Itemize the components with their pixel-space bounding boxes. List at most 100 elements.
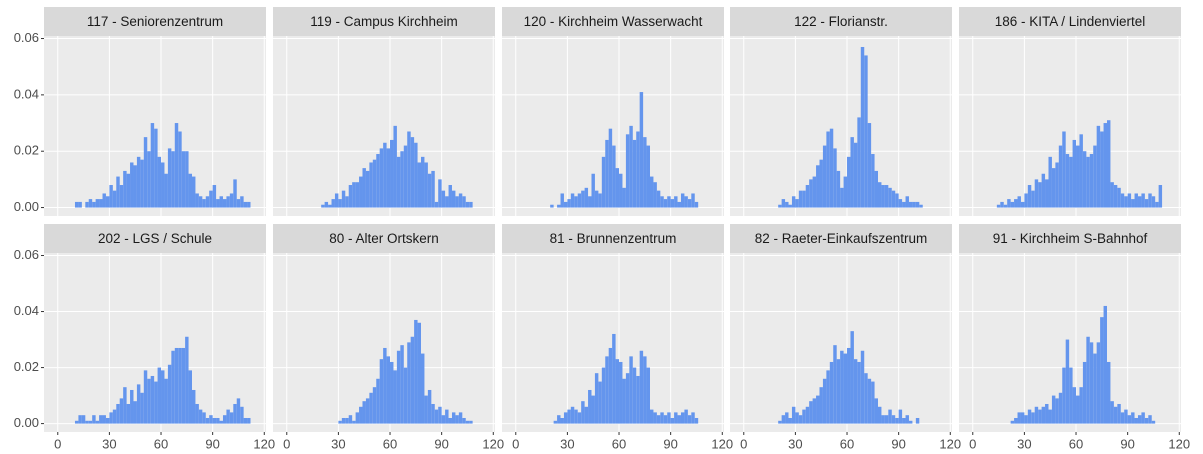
bar <box>123 387 127 424</box>
bar <box>164 378 168 424</box>
bar <box>386 148 391 208</box>
bar <box>805 185 810 208</box>
bar <box>78 415 82 424</box>
bar <box>334 193 339 208</box>
bar <box>198 196 203 208</box>
bar <box>567 409 571 424</box>
bar <box>694 201 699 208</box>
bar <box>1124 409 1128 424</box>
bar <box>584 406 589 424</box>
bar <box>605 356 609 424</box>
bar <box>1014 199 1018 208</box>
bar <box>1055 398 1059 424</box>
x-tick-label: 120 <box>253 436 275 451</box>
bar <box>140 159 144 208</box>
bar <box>1144 417 1149 424</box>
bar <box>355 182 360 208</box>
bar <box>448 185 452 208</box>
bar <box>376 378 380 424</box>
bar <box>393 370 397 424</box>
bar <box>458 412 463 424</box>
bar <box>341 190 346 208</box>
bar <box>853 359 858 424</box>
bar <box>601 156 606 208</box>
bar <box>622 187 626 208</box>
bar <box>1127 415 1132 424</box>
bar <box>109 185 113 208</box>
bar <box>684 196 688 208</box>
bar <box>1134 193 1138 208</box>
bar <box>434 201 439 208</box>
bar <box>1045 179 1049 208</box>
bar <box>687 199 692 208</box>
bar <box>891 190 896 208</box>
bar <box>888 409 892 424</box>
bar <box>240 196 244 208</box>
bar <box>1024 193 1028 208</box>
bar <box>414 142 418 208</box>
bar <box>219 420 223 424</box>
bar <box>1003 204 1008 208</box>
bar <box>785 412 789 424</box>
bar <box>205 196 210 208</box>
bar <box>348 185 353 208</box>
bar <box>812 398 817 424</box>
x-tick-label: 30 <box>331 436 345 451</box>
x-tick-label: 60 <box>1069 436 1083 451</box>
bar <box>92 415 96 424</box>
bar <box>663 199 668 208</box>
bar <box>867 378 872 424</box>
bar <box>563 412 568 424</box>
bar <box>650 176 654 208</box>
bar <box>212 417 217 424</box>
bar <box>185 336 189 424</box>
bar <box>427 389 432 424</box>
bar <box>407 342 411 424</box>
bar <box>400 345 404 424</box>
bar <box>905 415 909 424</box>
bar <box>694 417 699 424</box>
bar <box>147 151 151 208</box>
bar <box>557 204 561 208</box>
bar <box>591 173 595 208</box>
bar <box>1107 361 1111 424</box>
bar <box>1120 412 1125 424</box>
bar <box>812 176 817 208</box>
bar <box>105 196 110 208</box>
bar <box>840 350 844 424</box>
bar <box>819 159 823 208</box>
bar <box>802 190 806 208</box>
bar <box>328 204 332 208</box>
bar <box>646 145 650 208</box>
bar <box>612 333 616 424</box>
bar <box>826 131 830 208</box>
bar <box>1069 367 1073 424</box>
y-tick-label: 0.02 <box>14 143 39 158</box>
bar <box>874 398 878 424</box>
bar <box>462 196 466 208</box>
x-tick-label: 60 <box>840 436 854 451</box>
bar <box>1076 395 1080 424</box>
bar <box>438 406 442 424</box>
bar <box>112 409 117 424</box>
bar <box>171 350 175 424</box>
bar <box>424 395 428 424</box>
strip <box>730 7 952 36</box>
bar <box>553 420 558 424</box>
bar <box>92 201 96 208</box>
bar <box>403 145 408 208</box>
bar <box>636 375 640 424</box>
bar <box>636 131 640 208</box>
bar <box>656 190 661 208</box>
bar <box>126 173 131 208</box>
bar <box>359 406 363 424</box>
bar <box>1082 151 1087 208</box>
bar <box>133 165 137 208</box>
bar <box>574 196 578 208</box>
bar <box>674 412 678 424</box>
bar <box>85 420 89 424</box>
bar <box>167 148 172 208</box>
bar <box>864 55 868 208</box>
bar <box>95 420 100 424</box>
bar <box>895 193 899 208</box>
